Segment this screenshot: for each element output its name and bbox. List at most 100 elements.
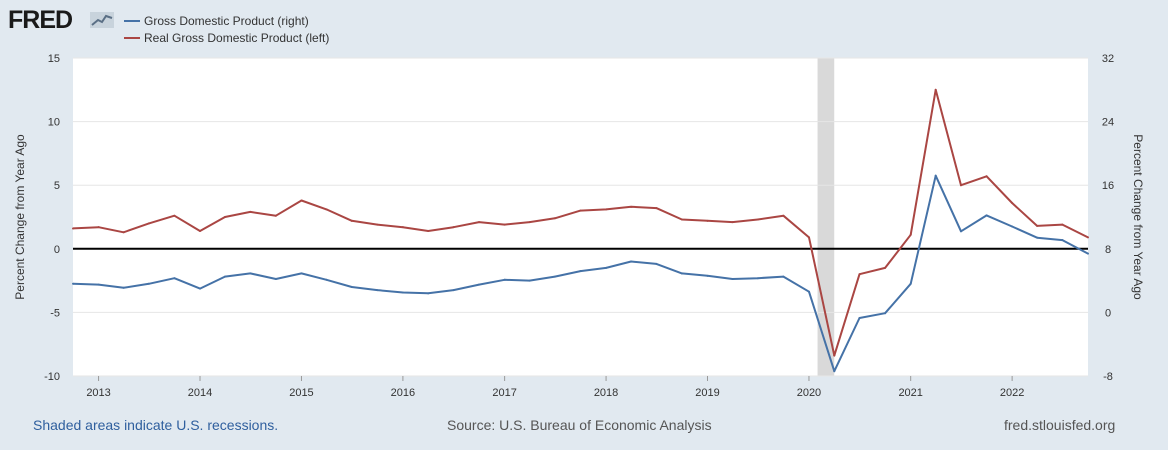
data-point-gdp <box>300 272 303 275</box>
x-axis-ticks: 2013 2014 2015 2016 2017 2018 2019 2020 2021 2022 <box>86 376 1024 399</box>
data-point-gdp <box>401 291 404 294</box>
data-point-real-gdp <box>249 210 252 213</box>
x-tick-label: 2016 <box>391 387 415 399</box>
data-point-gdp <box>884 312 887 315</box>
data-point-real-gdp <box>605 208 608 211</box>
y-axis-left-label: Percent Change from Year Ago <box>13 134 27 300</box>
data-point-real-gdp <box>300 199 303 202</box>
data-point-real-gdp <box>401 226 404 229</box>
data-point-real-gdp <box>427 229 430 232</box>
data-point-real-gdp <box>731 221 734 224</box>
data-point-gdp <box>655 262 658 265</box>
x-tick-label: 2014 <box>188 387 212 399</box>
fred-logo[interactable]: FRED <box>8 6 73 34</box>
data-point-real-gdp <box>858 273 861 276</box>
data-point-real-gdp <box>478 221 481 224</box>
data-point-gdp <box>199 287 202 290</box>
data-point-gdp <box>706 274 709 277</box>
data-point-real-gdp <box>756 218 759 221</box>
data-point-gdp <box>553 275 556 278</box>
data-point-gdp <box>579 270 582 273</box>
legend: Gross Domestic Product (right) Real Gros… <box>124 12 329 46</box>
recession-note-link[interactable]: Shaded areas indicate U.S. recessions. <box>33 417 279 433</box>
y-axis-right-label: Percent Change from Year Ago <box>1131 134 1145 300</box>
y-left-tick-label: 15 <box>48 53 60 65</box>
data-point-gdp <box>376 289 379 292</box>
data-point-gdp <box>756 277 759 280</box>
data-point-real-gdp <box>1036 224 1039 227</box>
x-tick-label: 2018 <box>594 387 618 399</box>
data-point-gdp <box>680 272 683 275</box>
data-point-gdp <box>934 174 937 177</box>
data-point-gdp <box>807 290 810 293</box>
data-point-real-gdp <box>452 226 455 229</box>
plot-area <box>73 58 1088 376</box>
data-point-real-gdp <box>934 88 937 91</box>
data-point-real-gdp <box>376 223 379 226</box>
data-point-gdp <box>858 316 861 319</box>
data-point-real-gdp <box>224 216 227 218</box>
data-point-gdp <box>782 275 785 278</box>
data-point-real-gdp <box>833 354 836 357</box>
data-point-gdp <box>147 282 150 285</box>
data-point-gdp <box>72 282 74 285</box>
legend-swatch-gdp <box>124 19 140 22</box>
data-point-gdp <box>325 278 328 281</box>
y-left-tick-label: 5 <box>54 180 60 192</box>
legend-swatch-real-gdp <box>124 36 140 39</box>
data-point-real-gdp <box>706 219 709 222</box>
y-axis-left-ticks: -10 -5 0 5 10 15 <box>44 53 60 383</box>
data-point-real-gdp <box>655 207 658 210</box>
data-point-real-gdp <box>1087 236 1089 239</box>
data-point-real-gdp <box>985 175 988 178</box>
data-point-gdp <box>1087 252 1089 255</box>
data-point-real-gdp <box>909 233 912 236</box>
data-point-gdp <box>122 286 125 289</box>
data-point-gdp <box>478 283 481 286</box>
y-left-tick-label: 10 <box>48 117 60 129</box>
data-point-real-gdp <box>579 209 582 212</box>
legend-label-real-gdp: Real Gross Domestic Product (left) <box>144 30 330 45</box>
data-point-real-gdp <box>97 226 100 229</box>
y-left-tick-label: -5 <box>50 307 60 319</box>
y-axis-right-ticks: -8 0 8 16 24 32 <box>1102 53 1114 383</box>
data-point-gdp <box>427 292 430 295</box>
x-tick-label: 2020 <box>797 387 821 399</box>
y-left-tick-label: 0 <box>54 244 60 256</box>
site-link[interactable]: fred.stlouisfed.org <box>1004 417 1116 433</box>
y-right-tick-label: 32 <box>1102 53 1114 65</box>
data-point-real-gdp <box>199 229 202 232</box>
x-tick-label: 2019 <box>695 387 719 399</box>
data-point-gdp <box>249 272 252 275</box>
y-right-tick-label: 16 <box>1102 180 1114 192</box>
data-point-real-gdp <box>173 214 176 217</box>
data-point-real-gdp <box>630 205 633 208</box>
data-point-real-gdp <box>350 219 353 222</box>
source-text: Source: U.S. Bureau of Economic Analysis <box>447 417 712 433</box>
y-right-tick-label: 24 <box>1102 117 1114 129</box>
data-point-gdp <box>1061 239 1064 242</box>
series-layer <box>72 88 1089 373</box>
data-point-real-gdp <box>884 266 887 269</box>
data-point-real-gdp <box>147 222 150 225</box>
data-point-real-gdp <box>325 208 328 211</box>
legend-item-gdp[interactable]: Gross Domestic Product (right) <box>124 12 329 29</box>
data-point-real-gdp <box>959 184 962 187</box>
data-point-gdp <box>1036 236 1039 239</box>
data-point-gdp <box>959 230 962 233</box>
data-point-gdp <box>909 282 912 285</box>
data-point-real-gdp <box>528 221 531 224</box>
y-right-tick-label: 8 <box>1105 244 1111 256</box>
data-point-real-gdp <box>122 231 125 234</box>
y-right-tick-label: -8 <box>1103 371 1113 383</box>
data-point-gdp <box>503 278 506 281</box>
data-point-gdp <box>452 289 455 292</box>
data-point-real-gdp <box>782 214 785 217</box>
data-point-real-gdp <box>1011 202 1014 205</box>
x-tick-label: 2017 <box>492 387 516 399</box>
x-tick-label: 2022 <box>1000 387 1024 399</box>
x-tick-label: 2015 <box>289 387 313 399</box>
data-point-gdp <box>97 283 100 286</box>
legend-item-real-gdp[interactable]: Real Gross Domestic Product (left) <box>124 29 329 46</box>
